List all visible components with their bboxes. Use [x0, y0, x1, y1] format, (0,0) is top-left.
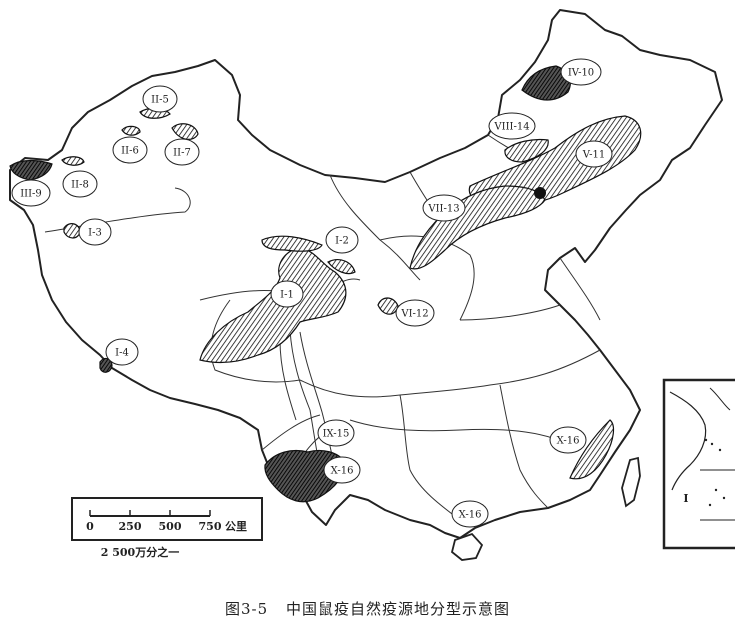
scale-ratio: 2 500万分之一 — [101, 545, 179, 559]
focus-X-16-east-area — [569, 419, 615, 480]
svg-text:I: I — [683, 492, 688, 505]
svg-text:II-8: II-8 — [71, 180, 89, 191]
focus-I-2-area — [327, 259, 356, 275]
region-labels: I-1 I-2 I-3 I-4 II-5 II-6 II-7 II-8 — [11, 58, 613, 528]
svg-text:III-9: III-9 — [20, 189, 42, 200]
label-II-6: II-6 — [112, 136, 148, 164]
svg-text:VII-13: VII-13 — [427, 204, 459, 215]
svg-text:X-16: X-16 — [459, 510, 482, 521]
label-X-16-east: X-16 — [549, 426, 587, 454]
svg-text:I-4: I-4 — [115, 348, 129, 359]
label-X-16-yunnan: X-16 — [323, 456, 361, 484]
svg-text:X-16: X-16 — [557, 436, 580, 447]
svg-text:V-11: V-11 — [582, 150, 605, 161]
svg-text:IV-10: IV-10 — [568, 68, 594, 79]
label-VI-12: VI-12 — [395, 299, 435, 327]
svg-text:250: 250 — [119, 520, 142, 533]
svg-text:II-6: II-6 — [121, 146, 139, 157]
svg-text:VI-12: VI-12 — [400, 309, 428, 320]
svg-text:X-16: X-16 — [331, 466, 354, 477]
south-china-sea-inset: I — [662, 378, 735, 550]
svg-text:IX-15: IX-15 — [323, 429, 350, 440]
svg-text:500: 500 — [159, 520, 182, 533]
label-I-3: I-3 — [78, 218, 112, 246]
focus-II-7-area — [171, 123, 199, 140]
svg-text:750: 750 — [199, 520, 222, 533]
focus-II-8-area — [61, 156, 85, 166]
label-II-8: II-8 — [62, 170, 98, 198]
label-V-11: V-11 — [575, 140, 613, 168]
label-I-1: I-1 — [270, 280, 304, 308]
label-IX-15: IX-15 — [317, 419, 355, 447]
svg-text:0: 0 — [86, 520, 94, 533]
focus-I-3-area — [63, 223, 81, 239]
label-I-2: I-2 — [325, 226, 359, 254]
focus-marker-dot — [534, 187, 546, 199]
svg-text:I-3: I-3 — [88, 228, 102, 239]
scale-bar: 0 250 500 750 公里 — [71, 497, 263, 541]
figure-title: 中国鼠疫自然疫源地分型示意图 — [285, 600, 510, 618]
china-outline — [9, 9, 723, 539]
svg-text:I-2: I-2 — [335, 236, 349, 247]
taiwan-island — [621, 456, 641, 508]
figure-number: 图3-5 — [225, 600, 269, 618]
label-I-4: I-4 — [105, 338, 139, 366]
label-VIII-14: VIII-14 — [488, 112, 536, 140]
label-III-9: III-9 — [11, 179, 51, 207]
focus-VI-12-area — [377, 297, 399, 315]
focus-III-9-area — [9, 159, 53, 181]
focus-I-1-upper — [261, 235, 323, 252]
label-VII-13: VII-13 — [422, 194, 466, 222]
hainan-island — [450, 532, 484, 561]
focus-IX-15-area — [264, 449, 346, 503]
plague-foci-areas — [9, 65, 642, 503]
focus-I-1-area — [199, 247, 347, 364]
figure-caption: 图3-5 中国鼠疫自然疫源地分型示意图 — [0, 598, 735, 619]
svg-text:公里: 公里 — [225, 520, 247, 533]
label-II-5: II-5 — [142, 85, 178, 113]
svg-text:II-5: II-5 — [151, 95, 169, 106]
focus-I-4-area — [99, 357, 113, 373]
label-II-7: II-7 — [164, 138, 200, 166]
label-X-16-south: X-16 — [451, 500, 489, 528]
focus-II-6-area — [121, 125, 141, 136]
label-IV-10: IV-10 — [560, 58, 602, 86]
svg-text:I-1: I-1 — [280, 290, 294, 301]
svg-text:II-7: II-7 — [173, 148, 191, 159]
focus-VIII-14-area — [504, 138, 549, 163]
svg-text:VIII-14: VIII-14 — [493, 122, 529, 133]
